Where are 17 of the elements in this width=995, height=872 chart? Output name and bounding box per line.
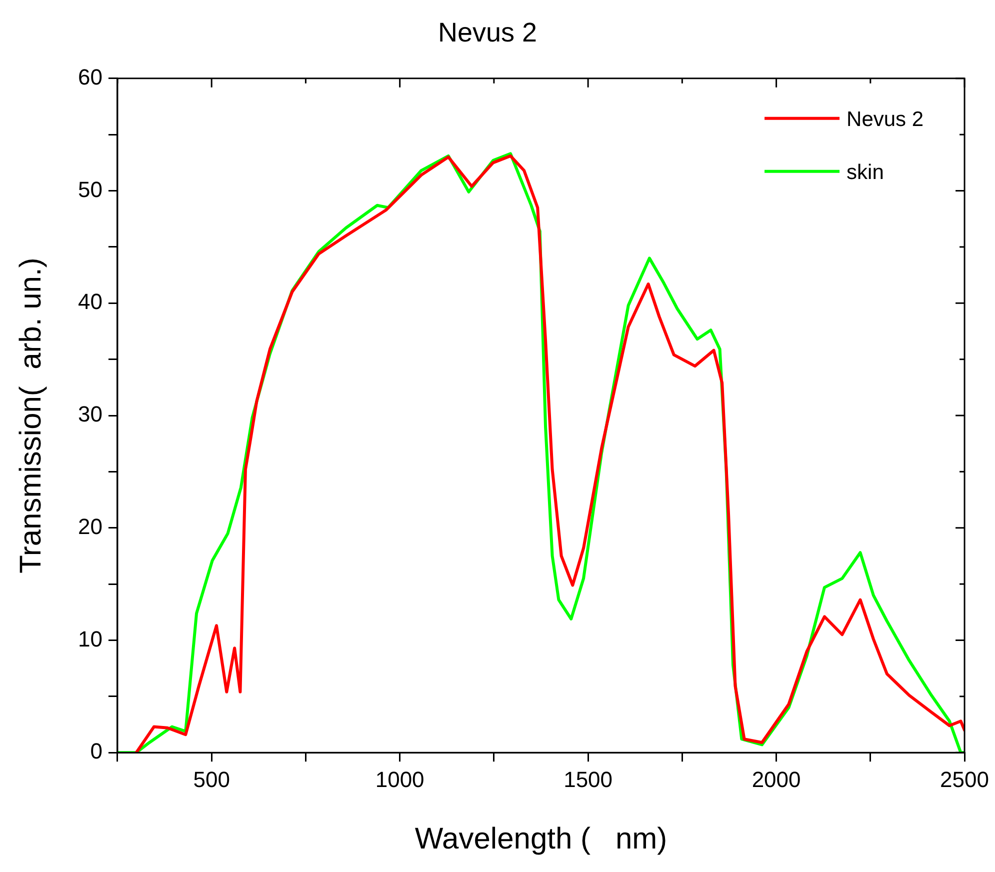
x-tick-label: 2500 [940, 766, 990, 792]
y-tick-label: 50 [78, 176, 102, 202]
legend-label: Nevus 2 [846, 108, 924, 132]
y-tick-label: 20 [78, 514, 102, 539]
y-tick-label: 30 [78, 402, 102, 427]
x-tick-label: 1000 [375, 766, 424, 792]
y-tick-label: 0 [90, 738, 102, 764]
x-axis-title: Wavelength ( nm) [414, 822, 668, 856]
x-tick-label: 2000 [752, 766, 801, 792]
x-tick-label: 500 [193, 766, 230, 792]
y-tick-label: 60 [78, 64, 102, 90]
chart-title: Nevus 2 [438, 18, 538, 48]
y-tick-label: 40 [78, 289, 102, 314]
y-axis-title: Transmission( arb. un.) [14, 258, 48, 574]
x-tick-label: 1500 [564, 766, 613, 792]
y-tick-label: 10 [78, 626, 102, 652]
legend-label: skin [846, 161, 884, 184]
